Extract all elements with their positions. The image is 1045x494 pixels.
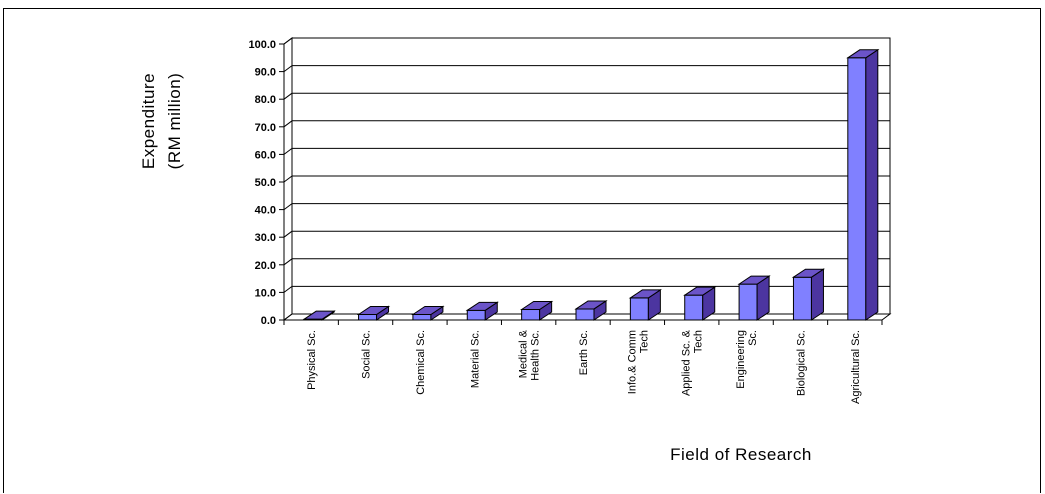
bar-top — [465, 301, 499, 311]
gridline-wall — [283, 230, 293, 238]
bar-top — [574, 300, 608, 310]
gridline-wall — [283, 175, 293, 183]
gridline-wall — [283, 65, 293, 72]
gridline-wall — [283, 92, 293, 100]
gridline-wall — [283, 258, 293, 266]
x-tick-label: Medical & — [518, 329, 530, 378]
bar-front — [521, 309, 541, 321]
y-tick-label: 20.0 — [255, 260, 276, 272]
x-tick-labels: Physical Sc. Social Sc. Chemical Sc. Materi… — [306, 329, 862, 404]
bar-front — [629, 297, 649, 321]
x-tick-label: Engineering — [735, 330, 747, 389]
x-tick-label: Info.& Comm — [626, 330, 638, 394]
bar-top — [683, 286, 717, 296]
bar — [737, 275, 771, 321]
x-tick-label: Earth Sc. — [578, 330, 590, 375]
gridline-wall — [283, 37, 293, 45]
x-tick-label: Sc. — [747, 330, 759, 346]
x-tick-label: Applied Sc. & — [681, 329, 693, 396]
y-tick-label: 80.0 — [255, 94, 276, 106]
bar — [683, 286, 717, 321]
y-tick-label: 10.0 — [255, 287, 276, 299]
y-tick-label: 90.0 — [255, 67, 276, 79]
y-axis-ticks: 0.0 10.0 20.0 30.0 40.0 50.0 60.0 70.0 80.0 90.0 1… — [248, 39, 285, 327]
gridline-wall — [283, 285, 293, 293]
bar-front — [575, 308, 595, 321]
x-tick-label: Tech — [638, 330, 650, 353]
bar — [356, 305, 391, 321]
x-tick-label: Social Sc. — [361, 330, 373, 379]
y-axis-title-line-2: (RM million) — [165, 73, 184, 170]
bar-front — [358, 313, 378, 321]
y-tick-label: 40.0 — [255, 205, 276, 217]
y-axis-title-line-1: Expenditure — [139, 73, 158, 169]
gridline-wall — [283, 147, 293, 155]
bar-top — [411, 305, 445, 315]
x-tick-label: Material Sc. — [469, 330, 481, 388]
bar-front — [412, 313, 432, 321]
bar-top — [846, 49, 880, 59]
bar-chart: 0.0 10.0 20.0 30.0 40.0 50.0 60.0 70.0 80.0 90.0 1… — [139, 37, 892, 464]
bar-front — [738, 283, 758, 321]
y-tick-label: 60.0 — [255, 149, 276, 161]
bar-front — [466, 309, 486, 321]
bar-top — [791, 268, 826, 278]
x-tick-label: Physical Sc. — [306, 330, 318, 390]
bar-top — [519, 301, 554, 311]
bar — [574, 300, 608, 321]
chart-frame: 0.0 10.0 20.0 30.0 40.0 50.0 60.0 70.0 80.0 90.0 1… — [3, 8, 1041, 493]
x-axis-title: Field of Research — [670, 445, 812, 464]
bar — [628, 288, 663, 321]
x-tick-label: Chemical Sc. — [415, 330, 427, 395]
gridline-wall — [283, 203, 293, 211]
bar-side — [865, 48, 879, 321]
bar-top — [302, 310, 336, 320]
gridline-wall — [283, 120, 293, 128]
bar — [519, 300, 554, 321]
bar-top — [628, 289, 663, 299]
bar — [791, 268, 826, 321]
bar-top — [356, 305, 391, 315]
bar-front — [847, 57, 867, 321]
x-axis — [283, 319, 883, 325]
bar-top — [737, 275, 771, 285]
bar-front — [792, 276, 812, 321]
x-tick-label: Agricultural Sc. — [850, 330, 862, 404]
x-tick-label: Health Sc. — [530, 330, 542, 381]
bar — [846, 48, 880, 321]
bar — [411, 305, 445, 321]
bars — [302, 48, 880, 321]
bar — [465, 301, 499, 321]
bar-side — [810, 268, 824, 321]
y-tick-label: 30.0 — [255, 232, 276, 244]
x-tick-label: Tech — [693, 330, 705, 353]
x-tick-label: Biological Sc. — [795, 330, 807, 396]
y-tick-label: 70.0 — [255, 122, 276, 134]
y-tick-label: 0.0 — [261, 315, 276, 327]
bar — [302, 310, 336, 321]
gridlines — [283, 37, 890, 293]
y-tick-label: 100.0 — [248, 39, 276, 51]
y-tick-label: 50.0 — [255, 177, 276, 189]
bar-front — [684, 294, 704, 321]
